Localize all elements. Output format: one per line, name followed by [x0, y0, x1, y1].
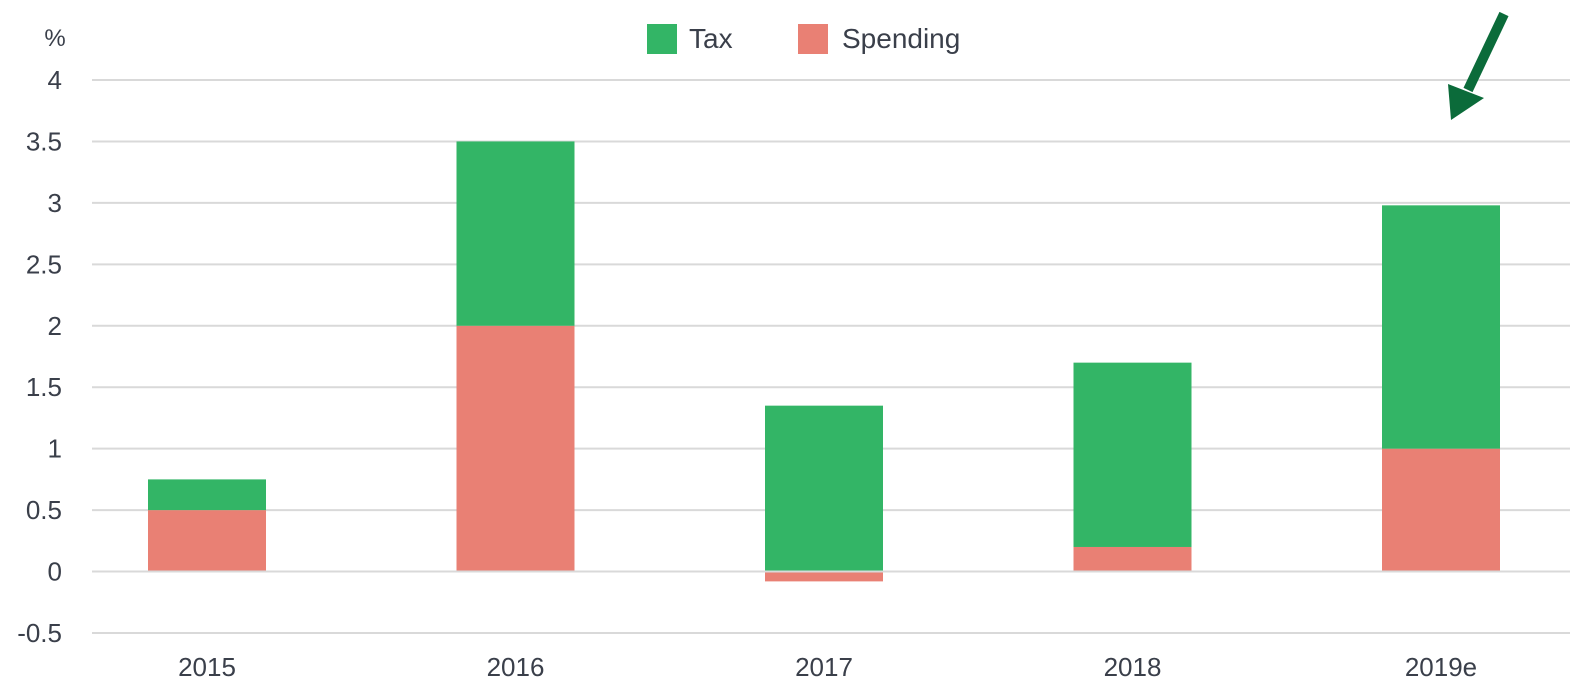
- bar-tax-2017: [765, 405, 883, 572]
- annotation: [1448, 11, 1509, 120]
- x-tick-label: 2018: [1104, 652, 1162, 682]
- y-tick-label: 2: [48, 311, 62, 341]
- bar-spending-2018: [1073, 546, 1192, 572]
- y-axis-unit-label: %: [44, 25, 65, 52]
- y-axis: 4 3.5 3 2.5 2 1.5 1 0.5 0 -0.5: [17, 65, 62, 648]
- bar-spending-2019e: [1382, 448, 1500, 572]
- annotation-arrow-shaft: [1463, 11, 1509, 93]
- x-tick-label: 2015: [178, 652, 236, 682]
- bar-tax-2018: [1073, 362, 1192, 547]
- legend-swatch-tax: [647, 24, 677, 54]
- y-tick-label: 0: [48, 557, 62, 587]
- bar-tax-2016: [456, 141, 575, 326]
- legend-label-spending: Spending: [842, 23, 960, 54]
- x-tick-label: 2016: [487, 652, 545, 682]
- y-tick-label: 1.5: [26, 372, 62, 402]
- annotation-arrow-head: [1448, 84, 1484, 120]
- x-tick-label: 2017: [795, 652, 853, 682]
- x-tick-label: 2019e: [1405, 652, 1477, 682]
- legend-label-tax: Tax: [689, 23, 733, 54]
- bar-spending-2017: [765, 571, 883, 582]
- y-tick-label: 0.5: [26, 495, 62, 525]
- bars: [92, 141, 1570, 582]
- y-tick-label: 3.5: [26, 126, 62, 156]
- y-tick-label: 3: [48, 188, 62, 218]
- bar-tax-2019e: [1382, 205, 1500, 449]
- y-tick-label: 4: [48, 65, 62, 95]
- x-axis: 2015 2016 2017 2018 2019e: [178, 652, 1477, 682]
- legend: Tax Spending: [647, 23, 960, 54]
- bar-spending-2015: [148, 510, 266, 572]
- bar-spending-2016: [456, 325, 575, 572]
- legend-swatch-spending: [798, 24, 828, 54]
- y-tick-label: -0.5: [17, 618, 62, 648]
- y-tick-label: 1: [48, 434, 62, 464]
- bar-tax-2015: [148, 479, 266, 511]
- y-tick-label: 2.5: [26, 249, 62, 279]
